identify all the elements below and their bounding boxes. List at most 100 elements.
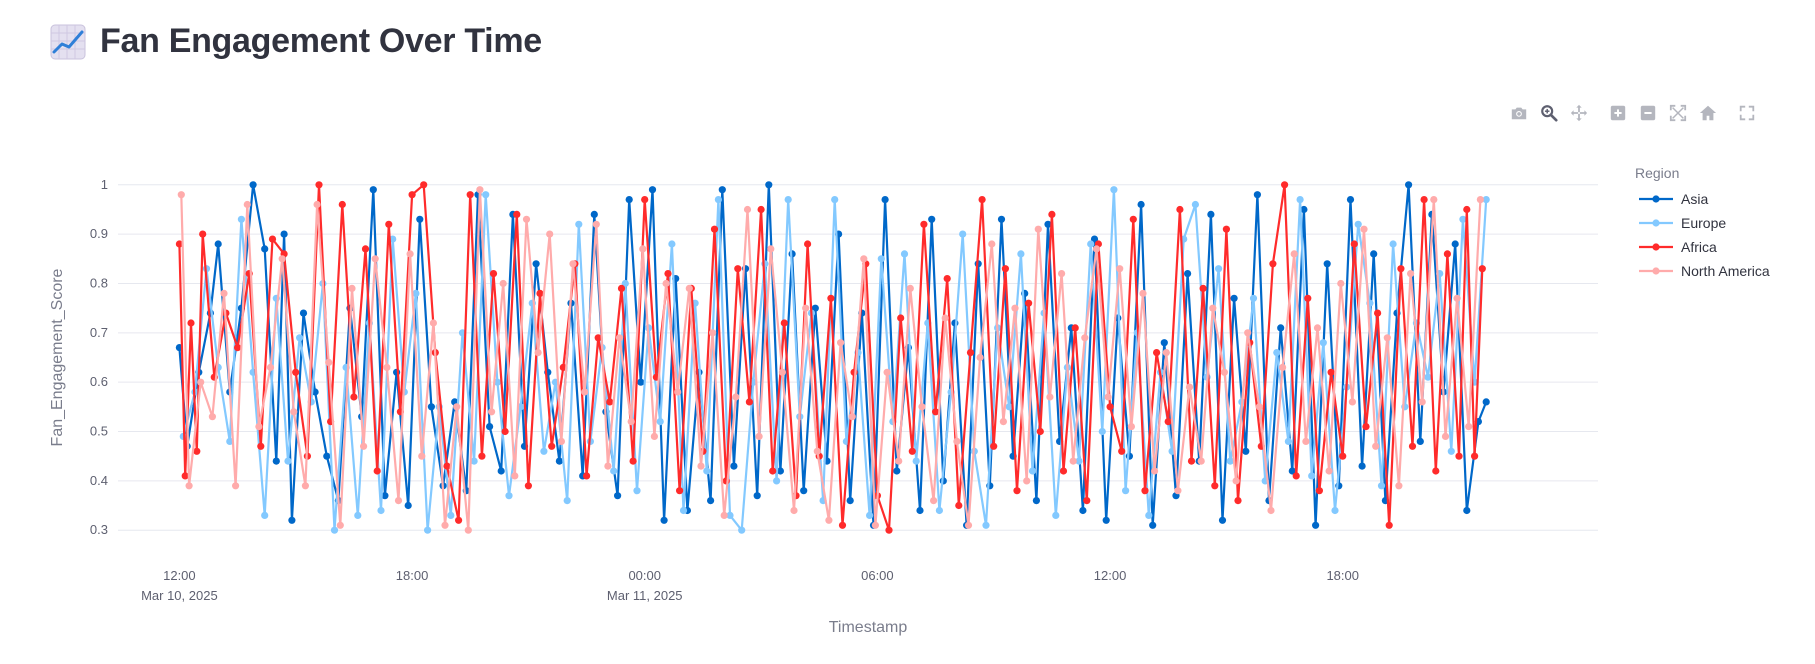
data-point[interactable] <box>1122 487 1130 495</box>
data-point[interactable] <box>621 279 629 288</box>
data-point[interactable] <box>1001 265 1010 273</box>
data-point[interactable] <box>1443 250 1451 258</box>
data-point[interactable] <box>1011 304 1019 312</box>
data-point[interactable] <box>1315 487 1323 495</box>
data-point[interactable] <box>1013 487 1021 495</box>
data-point[interactable] <box>563 497 571 505</box>
data-point[interactable] <box>1383 334 1391 342</box>
data-point[interactable] <box>664 270 672 278</box>
data-point[interactable] <box>1408 442 1417 450</box>
data-point[interactable] <box>790 506 798 515</box>
data-point[interactable] <box>594 334 602 342</box>
data-point[interactable] <box>1407 270 1415 278</box>
data-point[interactable] <box>676 487 684 495</box>
data-point[interactable] <box>441 521 449 529</box>
data-point[interactable] <box>1253 191 1261 199</box>
data-point[interactable] <box>732 393 740 401</box>
data-point[interactable] <box>1432 467 1440 475</box>
data-point[interactable] <box>1350 240 1358 248</box>
data-point[interactable] <box>1362 423 1370 431</box>
data-point[interactable] <box>1304 294 1312 302</box>
data-point[interactable] <box>1139 289 1147 297</box>
data-point[interactable] <box>1459 215 1467 223</box>
data-point[interactable] <box>232 482 240 490</box>
data-point[interactable] <box>1397 265 1405 273</box>
data-point[interactable] <box>825 516 833 524</box>
data-point[interactable] <box>1249 294 1258 302</box>
data-point[interactable] <box>175 240 183 248</box>
data-point[interactable] <box>181 472 189 480</box>
data-point[interactable] <box>1385 521 1393 529</box>
data-point[interactable] <box>802 304 810 312</box>
data-point[interactable] <box>1090 235 1099 243</box>
data-point[interactable] <box>1151 467 1159 475</box>
data-point[interactable] <box>1048 210 1056 218</box>
data-point[interactable] <box>330 526 339 534</box>
data-point[interactable] <box>1209 304 1217 312</box>
data-point[interactable] <box>765 181 773 189</box>
data-point[interactable] <box>1346 196 1355 204</box>
data-point[interactable] <box>617 284 626 292</box>
data-point[interactable] <box>1106 403 1114 411</box>
data-point[interactable] <box>1174 487 1182 495</box>
data-point[interactable] <box>268 235 277 243</box>
data-point[interactable] <box>916 506 924 515</box>
data-point[interactable] <box>743 205 752 214</box>
data-point[interactable] <box>383 363 391 371</box>
data-point[interactable] <box>546 230 554 238</box>
data-point[interactable] <box>943 275 951 283</box>
data-point[interactable] <box>827 294 835 302</box>
plot-area[interactable] <box>175 181 1490 534</box>
data-point[interactable] <box>540 447 548 455</box>
data-point[interactable] <box>928 215 936 223</box>
data-point[interactable] <box>1482 196 1490 204</box>
data-point[interactable] <box>420 181 428 189</box>
data-point[interactable] <box>369 186 377 194</box>
data-point[interactable] <box>1025 299 1033 307</box>
data-point[interactable] <box>1079 506 1087 515</box>
data-point[interactable] <box>1044 220 1052 228</box>
data-point[interactable] <box>745 398 754 406</box>
data-point[interactable] <box>714 196 723 204</box>
data-point[interactable] <box>1052 511 1060 519</box>
zoom-button[interactable] <box>1534 100 1564 126</box>
data-point[interactable] <box>1281 181 1289 189</box>
data-point[interactable] <box>883 368 891 376</box>
data-point[interactable] <box>734 265 742 273</box>
data-point[interactable] <box>955 501 963 510</box>
data-point[interactable] <box>354 511 362 519</box>
data-point[interactable] <box>513 210 521 218</box>
data-point[interactable] <box>488 408 496 416</box>
data-point[interactable] <box>1149 521 1157 529</box>
data-point[interactable] <box>1389 240 1397 248</box>
data-point[interactable] <box>1455 452 1463 460</box>
data-point[interactable] <box>255 423 263 431</box>
data-point[interactable] <box>1447 447 1455 455</box>
data-point[interactable] <box>1453 294 1461 302</box>
data-point[interactable] <box>656 418 664 426</box>
data-point[interactable] <box>1327 368 1335 376</box>
data-point[interactable] <box>885 526 893 534</box>
data-point[interactable] <box>627 418 635 426</box>
data-point[interactable] <box>1191 200 1199 209</box>
data-point[interactable] <box>685 284 693 292</box>
data-point[interactable] <box>935 506 944 515</box>
data-point[interactable] <box>900 250 909 258</box>
legend-item[interactable]: Africa <box>1639 239 1717 255</box>
data-point[interactable] <box>499 279 507 288</box>
data-point[interactable] <box>1476 196 1484 204</box>
data-point[interactable] <box>220 289 228 297</box>
data-point[interactable] <box>1323 260 1331 268</box>
data-point[interactable] <box>1102 516 1110 524</box>
data-point[interactable] <box>1255 403 1263 411</box>
data-point[interactable] <box>1104 393 1112 401</box>
series-africa[interactable] <box>175 181 1486 534</box>
data-point[interactable] <box>953 437 961 445</box>
data-point[interactable] <box>1176 205 1184 214</box>
data-point[interactable] <box>604 462 612 470</box>
data-point[interactable] <box>912 457 920 465</box>
data-point[interactable] <box>466 191 474 199</box>
data-point[interactable] <box>1197 457 1205 465</box>
data-point[interactable] <box>639 245 647 253</box>
data-point[interactable] <box>299 309 308 317</box>
